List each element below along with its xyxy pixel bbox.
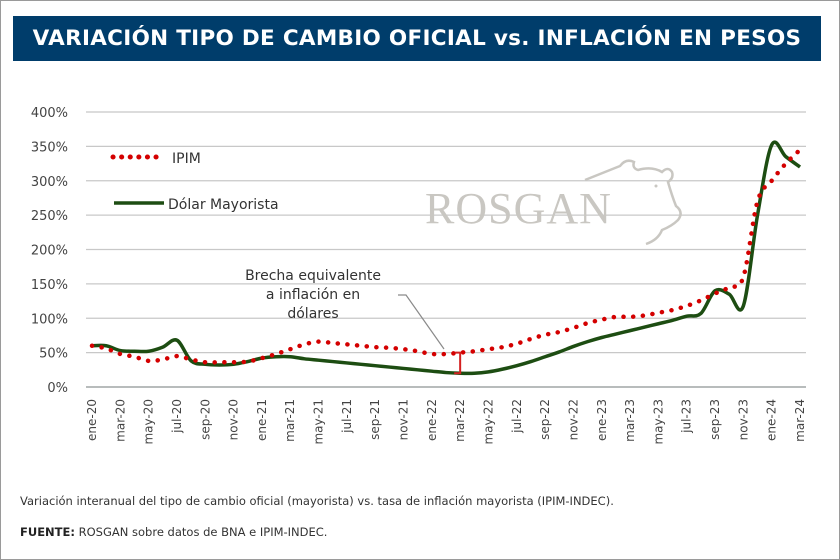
chart-title: VARIACIÓN TIPO DE CAMBIO OFICIAL vs. INF… [13,16,821,61]
x-tick-label: nov-22 [566,399,580,440]
x-axis: ene-20 mar-20 may-20 jul-20 sep-20 nov-20 ene-… [85,399,807,445]
gap-annotation: Brecha equivalente a inflación en dólares [245,268,462,375]
caption: Variación interanual del tipo de cambio … [20,494,614,508]
x-tick-label: ene-21 [255,399,269,441]
x-tick-label: mar-23 [623,399,637,442]
legend-item-dolar: Dólar Mayorista [114,197,279,213]
annotation-text: Brecha equivalente [245,268,381,284]
source-label: FUENTE: [20,525,75,539]
x-tick-label: may-23 [651,399,665,445]
x-tick-label: sep-20 [198,399,212,440]
x-tick-label: may-22 [481,399,495,445]
x-tick-label: ene-22 [425,399,439,441]
y-tick-label: 200% [31,244,68,259]
series-layer [89,140,803,376]
x-tick-label: nov-23 [736,399,750,440]
source-note: FUENTE: ROSGAN sobre datos de BNA e IPIM… [20,525,327,539]
x-tick-label: ene-20 [85,399,99,441]
legend-label-ipim: IPIM [172,151,201,167]
watermark-text: ROSGAN [425,184,612,233]
x-tick-label: may-21 [312,399,326,445]
legend: IPIM Dólar Mayorista [110,151,279,213]
x-tick-label: jul-23 [680,399,694,434]
rosgan-watermark: ROSGAN [425,159,682,246]
y-tick-label: 50% [39,347,68,362]
annotation-text: a inflación en [266,287,360,303]
x-tick-label: sep-21 [368,399,382,440]
y-tick-label: 150% [31,278,68,293]
series-line-ipim [89,147,803,365]
x-tick-label: mar-22 [453,399,467,442]
x-tick-label: mar-21 [283,399,297,442]
y-tick-label: 100% [31,312,68,327]
legend-label-dolar: Dólar Mayorista [168,197,279,213]
series-line-dolar-mayorista [91,140,802,376]
y-tick-label: 350% [31,140,68,155]
x-tick-label: jul-22 [510,399,524,434]
x-tick-label: jul-20 [170,399,184,434]
x-tick-label: mar-20 [113,399,127,442]
y-tick-label: 300% [31,175,68,190]
x-tick-label: sep-22 [538,399,552,440]
x-tick-label: may-20 [142,399,156,445]
y-tick-label: 400% [31,106,68,121]
bull-eye [654,184,658,188]
x-tick-label: sep-23 [708,399,722,440]
y-tick-label: 250% [31,209,68,224]
x-tick-label: ene-23 [595,399,609,441]
x-tick-label: mar-24 [793,399,807,442]
gap-bracket [454,351,462,375]
y-tick-label: 0% [47,381,68,396]
x-tick-label: jul-21 [340,399,354,434]
x-tick-label: nov-20 [227,399,241,440]
bull-head-icon [584,159,682,246]
gridlines [86,111,806,388]
legend-item-ipim: IPIM [110,151,201,167]
x-tick-label: nov-21 [397,399,411,440]
source-text: ROSGAN sobre datos de BNA e IPIM-INDEC. [74,525,328,539]
annotation-leader-line [398,294,445,350]
x-tick-label: ene-24 [765,399,779,441]
annotation-text: dólares [287,306,338,322]
y-axis: 0% 50% 100% 150% 200% 250% 300% 350% 400% [31,106,68,396]
